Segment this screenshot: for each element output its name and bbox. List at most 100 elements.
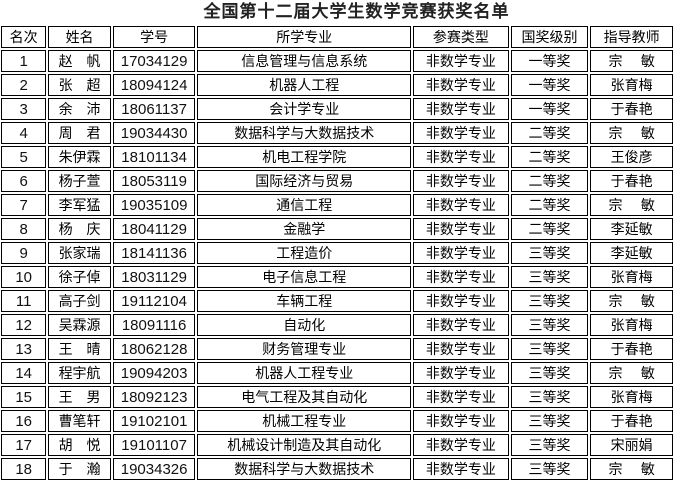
cell-name: 张 超 xyxy=(48,74,111,96)
cell-award-level: 三等奖 xyxy=(510,266,589,288)
cell-category: 非数学专业 xyxy=(413,218,509,240)
cell-category: 非数学专业 xyxy=(413,314,509,336)
cell-category: 非数学专业 xyxy=(413,338,509,360)
cell-student-id: 18101134 xyxy=(112,146,196,168)
cell-rank: 9 xyxy=(1,242,47,264)
cell-major: 数据科学与大数据技术 xyxy=(197,122,412,144)
cell-name: 赵 帆 xyxy=(48,50,111,72)
cell-student-id: 19101107 xyxy=(112,434,196,456)
cell-category: 非数学专业 xyxy=(413,458,509,480)
cell-major: 国际经济与贸易 xyxy=(197,170,412,192)
cell-advisor: 张育梅 xyxy=(590,386,673,408)
cell-rank: 3 xyxy=(1,98,47,120)
cell-award-level: 一等奖 xyxy=(510,74,589,96)
table-row: 13 王 晴 18062128 财务管理专业 非数学专业 三等奖 于春艳 xyxy=(1,338,673,360)
cell-advisor: 宗 敏 xyxy=(590,290,673,312)
cell-rank: 5 xyxy=(1,146,47,168)
cell-name: 杨子萱 xyxy=(48,170,111,192)
cell-advisor: 张育梅 xyxy=(590,266,673,288)
cell-advisor: 宗 敏 xyxy=(590,50,673,72)
cell-major: 机械工程专业 xyxy=(197,410,412,432)
cell-student-id: 19034430 xyxy=(112,122,196,144)
cell-student-id: 19112104 xyxy=(112,290,196,312)
cell-category: 非数学专业 xyxy=(413,434,509,456)
cell-name: 余 沛 xyxy=(48,98,111,120)
cell-advisor: 于春艳 xyxy=(590,338,673,360)
table-row: 10 徐子倬 18031129 电子信息工程 非数学专业 三等奖 张育梅 xyxy=(1,266,673,288)
table-row: 11 高子剑 19112104 车辆工程 非数学专业 三等奖宗 敏 xyxy=(1,290,673,312)
cell-advisor: 于春艳 xyxy=(590,98,673,120)
cell-advisor: 李延敏 xyxy=(590,218,673,240)
header-row: 名次 姓名 学号 所学专业 参赛类型 国奖级别 指导教师 xyxy=(1,26,673,48)
cell-rank: 7 xyxy=(1,194,47,216)
cell-advisor: 宗 敏 xyxy=(590,194,673,216)
cell-rank: 6 xyxy=(1,170,47,192)
header-student-id: 学号 xyxy=(112,26,196,48)
table-row: 9 张家瑞 18141136 工程造价 非数学专业 三等奖 李延敏 xyxy=(1,242,673,264)
cell-major: 数据科学与大数据技术 xyxy=(197,458,412,480)
cell-award-level: 三等奖 xyxy=(510,338,589,360)
cell-category: 非数学专业 xyxy=(413,50,509,72)
cell-name: 吴霖源 xyxy=(48,314,111,336)
cell-name: 朱伊霖 xyxy=(48,146,111,168)
cell-award-level: 二等奖 xyxy=(510,218,589,240)
cell-award-level: 三等奖 xyxy=(510,242,589,264)
cell-award-level: 三等奖 xyxy=(510,314,589,336)
table-row: 16 曹笔轩 19102101 机械工程专业 非数学专业 三等奖 于春艳 xyxy=(1,410,673,432)
cell-advisor: 于春艳 xyxy=(590,170,673,192)
cell-student-id: 18031129 xyxy=(112,266,196,288)
table-row: 15 王 男 18092123 电气工程及其自动化 非数学专业 三等奖 张育梅 xyxy=(1,386,673,408)
table-row: 5 朱伊霖 18101134 机电工程学院 非数学专业 二等奖 王俊彦 xyxy=(1,146,673,168)
cell-rank: 15 xyxy=(1,386,47,408)
cell-major: 车辆工程 xyxy=(197,290,412,312)
header-rank: 名次 xyxy=(1,26,47,48)
table-row: 12 吴霖源 18091116 自动化 非数学专业 三等奖 张育梅 xyxy=(1,314,673,336)
cell-rank: 1 xyxy=(1,50,47,72)
cell-rank: 4 xyxy=(1,122,47,144)
header-category: 参赛类型 xyxy=(413,26,509,48)
cell-advisor: 宗 敏 xyxy=(590,458,673,480)
cell-category: 非数学专业 xyxy=(413,290,509,312)
cell-award-level: 三等奖 xyxy=(510,434,589,456)
header-major: 所学专业 xyxy=(197,26,412,48)
cell-rank: 14 xyxy=(1,362,47,384)
cell-student-id: 18141136 xyxy=(112,242,196,264)
cell-rank: 18 xyxy=(1,458,47,480)
cell-name: 高子剑 xyxy=(48,290,111,312)
cell-award-level: 三等奖 xyxy=(510,458,589,480)
cell-name: 于 瀚 xyxy=(48,458,111,480)
cell-award-level: 二等奖 xyxy=(510,170,589,192)
cell-major: 电气工程及其自动化 xyxy=(197,386,412,408)
cell-award-level: 二等奖 xyxy=(510,122,589,144)
cell-major: 机械设计制造及其自动化 xyxy=(197,434,412,456)
cell-major: 会计学专业 xyxy=(197,98,412,120)
cell-major: 信息管理与信息系统 xyxy=(197,50,412,72)
cell-category: 非数学专业 xyxy=(413,74,509,96)
cell-name: 杨 庆 xyxy=(48,218,111,240)
cell-category: 非数学专业 xyxy=(413,386,509,408)
cell-advisor: 张育梅 xyxy=(590,74,673,96)
cell-student-id: 19035109 xyxy=(112,194,196,216)
cell-student-id: 18061137 xyxy=(112,98,196,120)
cell-major: 机电工程学院 xyxy=(197,146,412,168)
table-row: 7 李军猛 19035109 通信工程 非数学专业 二等奖宗 敏 xyxy=(1,194,673,216)
cell-advisor: 于春艳 xyxy=(590,410,673,432)
cell-major: 金融学 xyxy=(197,218,412,240)
cell-category: 非数学专业 xyxy=(413,170,509,192)
cell-category: 非数学专业 xyxy=(413,410,509,432)
cell-rank: 11 xyxy=(1,290,47,312)
cell-name: 王 晴 xyxy=(48,338,111,360)
header-name: 姓名 xyxy=(48,26,111,48)
page-title: 全国第十二届大学生数学竞赛获奖名单 xyxy=(203,2,510,22)
cell-name: 程宇航 xyxy=(48,362,111,384)
cell-name: 王 男 xyxy=(48,386,111,408)
cell-rank: 17 xyxy=(1,434,47,456)
cell-advisor: 宋丽娟 xyxy=(590,434,673,456)
cell-advisor: 李延敏 xyxy=(590,242,673,264)
cell-category: 非数学专业 xyxy=(413,122,509,144)
